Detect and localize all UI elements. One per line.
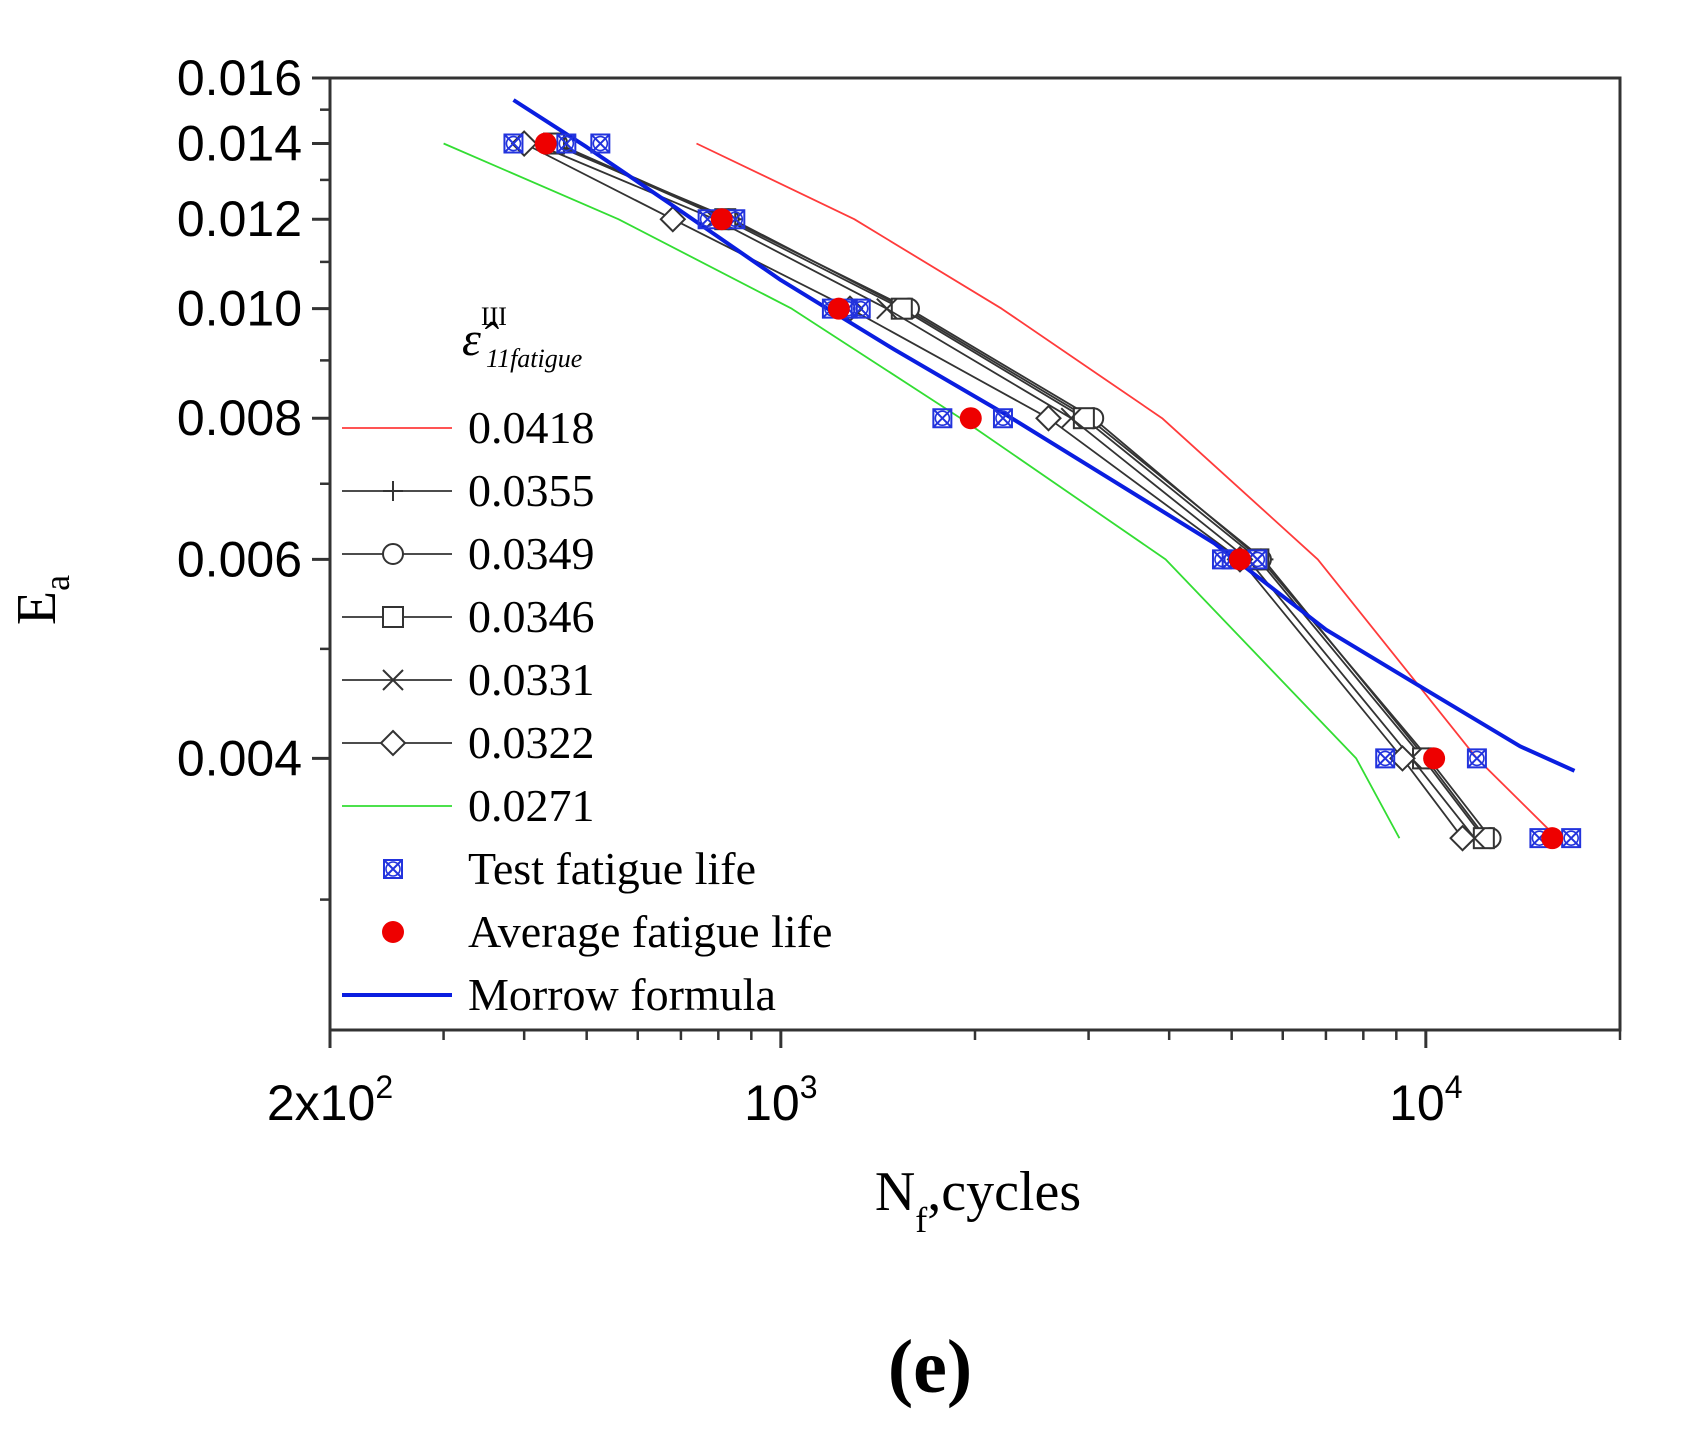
y-tick-label: 0.014 xyxy=(177,116,302,172)
data-point xyxy=(505,135,522,152)
legend-label: 0.0331 xyxy=(468,654,595,705)
legend-item: Morrow formula xyxy=(342,969,776,1020)
data-point xyxy=(876,297,898,320)
series-morrow-formula xyxy=(512,98,1576,773)
legend-item: 0.0322 xyxy=(342,717,595,768)
legend: ε̂III 11fatigue 0.0418 0.0355 0.0349 0.0346 0.… xyxy=(342,302,832,1020)
data-point xyxy=(1472,827,1495,850)
data-point xyxy=(932,408,953,429)
legend-item: 0.0355 xyxy=(342,465,595,516)
legend-marker xyxy=(382,669,404,691)
data-point xyxy=(534,132,557,155)
legend-label: 0.0349 xyxy=(468,528,595,579)
data-point xyxy=(558,135,575,152)
legend-marker xyxy=(379,729,407,757)
data-point xyxy=(1541,827,1564,850)
data-point xyxy=(1449,824,1476,852)
data-point xyxy=(1375,748,1396,769)
legend-label: Average fatigue life xyxy=(468,906,832,957)
data-point xyxy=(1228,548,1251,571)
y-tick-label: 0.010 xyxy=(177,281,302,337)
data-point xyxy=(995,410,1011,426)
x-tick-label: 2x102 xyxy=(267,1069,393,1131)
legend-marker xyxy=(382,543,404,565)
data-point xyxy=(1563,830,1579,846)
panel-label: (e) xyxy=(888,1325,972,1409)
legend-item: 0.0418 xyxy=(342,402,595,453)
data-point xyxy=(959,407,982,430)
axes-layer: 0.016 0.014 0.012 0.010 0.008 0.006 0.004 2x102… xyxy=(177,50,1622,1131)
data-point xyxy=(590,133,611,154)
legend-item: Test fatigue life xyxy=(383,843,756,894)
data-point xyxy=(827,297,850,320)
series-line xyxy=(512,98,1576,773)
data-point xyxy=(992,408,1013,429)
legend-label: 0.0271 xyxy=(468,780,595,831)
data-point xyxy=(592,135,609,152)
legend-marker xyxy=(382,921,404,943)
legend-item: 0.0271 xyxy=(342,780,595,831)
y-tick-label: 0.008 xyxy=(177,390,302,446)
data-point xyxy=(710,208,733,231)
legend-label: 0.0355 xyxy=(468,465,595,516)
legend-marker xyxy=(385,861,401,877)
data-point xyxy=(852,300,869,317)
legend-item: 0.0346 xyxy=(342,591,595,642)
legend-label: Morrow formula xyxy=(468,969,776,1020)
y-axis-title: Ea xyxy=(6,575,77,625)
data-point xyxy=(1377,750,1394,767)
data-point xyxy=(1469,750,1485,767)
x-tick-label: 103 xyxy=(744,1069,817,1131)
legend-label: 0.0346 xyxy=(468,591,595,642)
data-point xyxy=(503,133,524,154)
legend-item: Average fatigue life xyxy=(382,906,832,957)
legend-item: 0.0331 xyxy=(342,654,595,705)
data-point xyxy=(1035,404,1062,432)
legend-label: 0.0322 xyxy=(468,717,595,768)
legend-marker xyxy=(383,481,403,501)
legend-marker xyxy=(382,606,404,628)
legend-item: 0.0349 xyxy=(342,528,595,579)
legend-header: ε̂III 11fatigue xyxy=(462,302,582,373)
legend-label: Test fatigue life xyxy=(468,843,756,894)
data-point xyxy=(659,205,687,233)
data-point xyxy=(850,298,871,319)
data-point xyxy=(1423,747,1446,770)
y-tick-label: 0.004 xyxy=(177,730,302,786)
legend-label: 0.0418 xyxy=(468,402,595,453)
data-point xyxy=(934,410,951,426)
series-layer xyxy=(443,98,1582,852)
legend-marker xyxy=(383,859,403,879)
series-average-fatigue-life xyxy=(534,132,1564,850)
y-tick-label: 0.016 xyxy=(177,50,302,106)
data-point xyxy=(1466,748,1487,769)
x-axis-title: Nf,cycles xyxy=(875,1161,1081,1240)
data-point xyxy=(556,133,577,154)
data-point xyxy=(1060,407,1082,429)
x-tick-label: 104 xyxy=(1389,1069,1462,1131)
y-tick-label: 0.012 xyxy=(177,191,302,247)
y-tick-label: 0.006 xyxy=(177,531,302,587)
